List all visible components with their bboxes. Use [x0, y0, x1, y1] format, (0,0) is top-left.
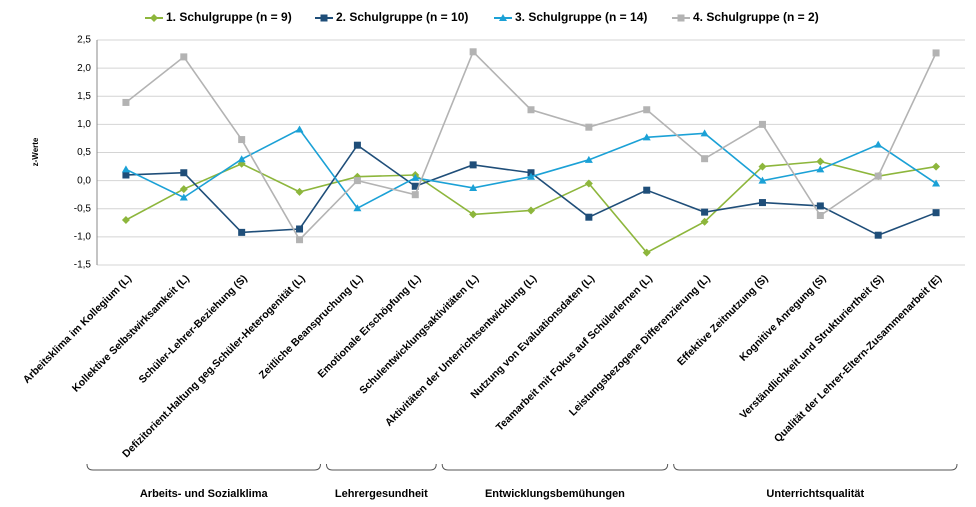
- marker: [758, 176, 767, 184]
- marker: [238, 136, 246, 144]
- x-tick-label: Emotionale Erschöpfung (L): [315, 273, 423, 381]
- marker: [701, 208, 709, 216]
- marker: [701, 155, 709, 163]
- x-tick-label: Zeitliche Beanspruchung (L): [257, 273, 366, 382]
- group-label: Unterrichtsqualität: [766, 488, 864, 500]
- marker: [150, 14, 158, 22]
- marker: [237, 155, 246, 163]
- marker: [238, 228, 246, 236]
- legend-label: 1. Schulgruppe (n = 9): [166, 10, 292, 24]
- marker: [758, 120, 766, 128]
- marker: [469, 210, 478, 219]
- marker: [643, 106, 651, 114]
- y-tick-label: 0,5: [77, 147, 91, 158]
- y-tick-label: -0,5: [74, 203, 92, 214]
- marker: [677, 14, 685, 22]
- series-line: [125, 128, 937, 210]
- marker: [353, 204, 362, 212]
- marker: [353, 141, 361, 149]
- marker: [527, 106, 535, 114]
- marker: [180, 169, 188, 177]
- y-tick-label: -1,5: [74, 260, 92, 271]
- marker: [585, 123, 593, 131]
- marker: [411, 191, 419, 199]
- marker: [296, 225, 304, 233]
- marker: [642, 248, 651, 257]
- marker: [932, 179, 941, 187]
- y-axis-label: z-Werte: [31, 137, 40, 166]
- x-tick-label: Arbeitsklima im Kollegium (L): [21, 273, 134, 386]
- marker: [179, 185, 188, 194]
- marker: [527, 172, 535, 180]
- group-bracket: [441, 463, 669, 471]
- marker: [932, 209, 940, 217]
- marker: [816, 165, 825, 173]
- y-tick-label: 0,0: [77, 175, 91, 186]
- marker: [469, 161, 477, 169]
- group-bracket: [86, 463, 321, 471]
- marker: [179, 193, 188, 201]
- marker: [296, 236, 304, 244]
- marker: [874, 140, 883, 148]
- x-tick-label: Kollektive Selbstwirksamkeit (L): [70, 273, 192, 395]
- group-bracket: [673, 463, 958, 471]
- marker: [180, 53, 188, 61]
- marker: [816, 157, 825, 166]
- marker: [585, 213, 593, 221]
- group-label: Arbeits- und Sozialklima: [140, 488, 269, 500]
- legend-label: 2. Schulgruppe (n = 10): [336, 10, 468, 24]
- marker: [642, 133, 651, 141]
- marker: [758, 199, 766, 207]
- y-tick-label: 1,5: [77, 91, 91, 102]
- marker: [700, 217, 709, 226]
- marker: [469, 48, 477, 56]
- y-tick-label: 2,5: [77, 35, 91, 46]
- y-tick-label: 2,0: [77, 63, 91, 74]
- x-tick-label: Nutzung von Evaluationsdaten (L): [468, 273, 597, 402]
- marker: [527, 206, 535, 215]
- group-label: Entwicklungsbemühungen: [485, 488, 625, 500]
- marker: [874, 231, 882, 239]
- group-label: Lehrergesundheit: [335, 488, 428, 500]
- marker: [122, 171, 130, 179]
- legend-label: 3. Schulgruppe (n = 14): [515, 10, 647, 24]
- marker: [353, 177, 361, 185]
- marker: [584, 179, 593, 188]
- group-bracket: [325, 463, 437, 471]
- series-line: [125, 144, 937, 237]
- y-tick-label: 1,0: [77, 119, 91, 130]
- marker: [758, 162, 767, 171]
- marker: [499, 14, 507, 21]
- marker: [643, 186, 651, 194]
- x-tick-label: Schulentwicklungsaktivitäten (L): [357, 273, 481, 397]
- marker: [121, 216, 130, 224]
- marker: [932, 49, 940, 57]
- marker: [469, 183, 478, 191]
- marker: [816, 202, 824, 210]
- legend-label: 4. Schulgruppe (n = 2): [693, 10, 819, 24]
- marker: [700, 129, 709, 137]
- marker: [122, 98, 130, 106]
- marker: [320, 14, 328, 22]
- marker: [874, 172, 882, 180]
- marker: [816, 212, 824, 219]
- marker: [295, 187, 304, 196]
- marker: [295, 125, 304, 133]
- marker: [932, 162, 941, 171]
- marker: [121, 165, 130, 173]
- x-tick-label: Schüler-Lehrer-Beziehung (S): [136, 273, 249, 386]
- marker: [411, 173, 420, 181]
- marker: [411, 182, 419, 190]
- marker: [584, 155, 593, 163]
- y-tick-label: -1,0: [74, 232, 92, 243]
